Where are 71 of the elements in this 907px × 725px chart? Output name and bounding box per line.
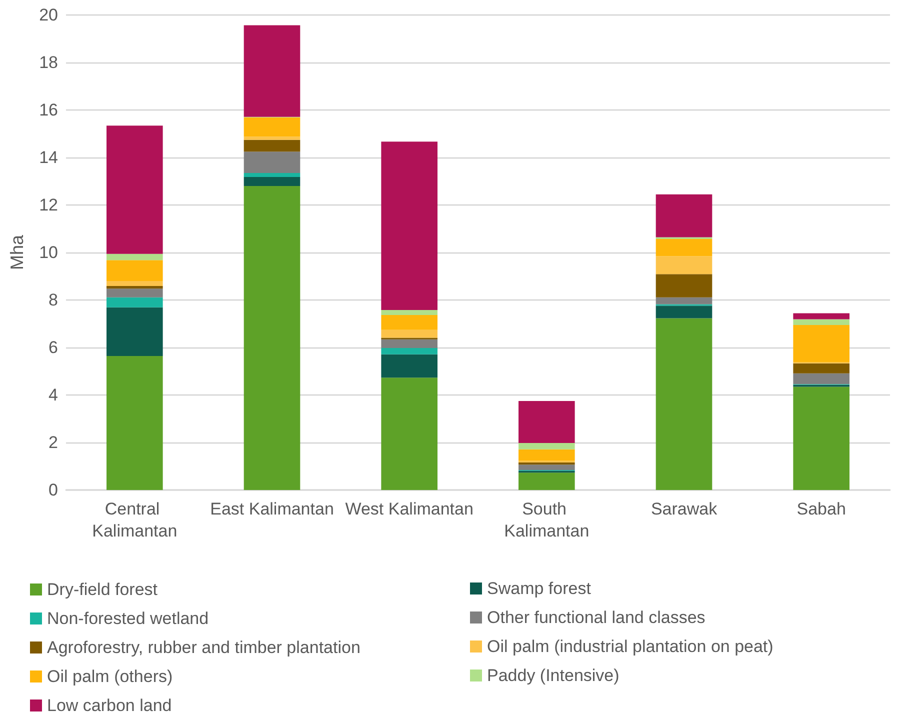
bar [244,186,300,490]
bar [381,339,438,348]
legend-label: Non-forested wetland [47,609,209,628]
y-tick-label: 2 [48,433,58,452]
y-tick-label: 8 [48,290,58,310]
bar [381,378,438,490]
bar [244,136,300,140]
bar [244,176,300,186]
bar [793,373,850,384]
x-tick-label: Central Kalimantan [92,500,178,540]
bar [518,462,575,465]
x-tick-label: Sarawak [650,500,718,518]
y-tick-label: 20 [39,6,58,24]
legend-label: Other functional land classes [487,608,706,627]
y-tick-label: 0 [48,480,58,500]
bar [244,117,300,137]
bar [381,330,438,338]
bar [244,172,300,177]
bar [656,297,712,304]
bar [381,354,438,378]
bar [106,286,163,289]
x-tick-label: Sabah [796,500,846,518]
bar [793,386,850,490]
y-tick-label: 6 [48,338,58,357]
x-tick-label: East Kalimantan [210,500,334,518]
legend-label: Oil palm (others) [47,667,173,686]
bar [518,442,575,450]
y-tick-label: 16 [39,100,58,120]
bar [518,472,575,490]
bar [518,464,575,470]
bar [793,324,850,362]
bar [656,238,712,256]
bar [656,274,712,298]
bar [244,152,300,173]
bar [106,297,163,308]
bar [106,288,163,298]
legend-label: Swamp forest [487,579,592,598]
y-tick-label: 10 [39,243,58,262]
y-axis-title: Mha [7,234,27,270]
bar [244,140,300,152]
bar [106,281,163,286]
bar [106,356,163,490]
bar [381,348,438,354]
bar [518,449,575,461]
legend-label: Oil palm (industrial plantation on peat) [487,637,774,656]
bar [793,319,850,325]
bar [106,254,163,260]
bar [656,256,712,274]
y-tick-label: 18 [39,53,58,72]
bar [793,313,850,320]
legend-label: Agroforestry, rubber and timber plantation [47,638,360,657]
legend-label: Low carbon land [47,696,172,715]
bar [793,363,850,374]
legend-label: Paddy (Intensive) [487,666,620,685]
bar [381,310,438,315]
bar [381,142,438,310]
bar [656,306,712,318]
bar [656,318,712,490]
y-tick-label: 4 [48,386,58,404]
bar [656,194,712,238]
y-tick-label: 12 [39,196,58,214]
bar [244,25,300,117]
bar [106,307,163,356]
x-tick-label: South Kalimantan [504,500,590,540]
bar [106,126,163,254]
x-tick-label: West Kalimantan [345,500,474,518]
y-tick-label: 14 [39,148,58,167]
bar [518,400,575,443]
legend-label: Dry-field forest [47,580,158,599]
bar [381,314,438,330]
bar [106,260,163,281]
